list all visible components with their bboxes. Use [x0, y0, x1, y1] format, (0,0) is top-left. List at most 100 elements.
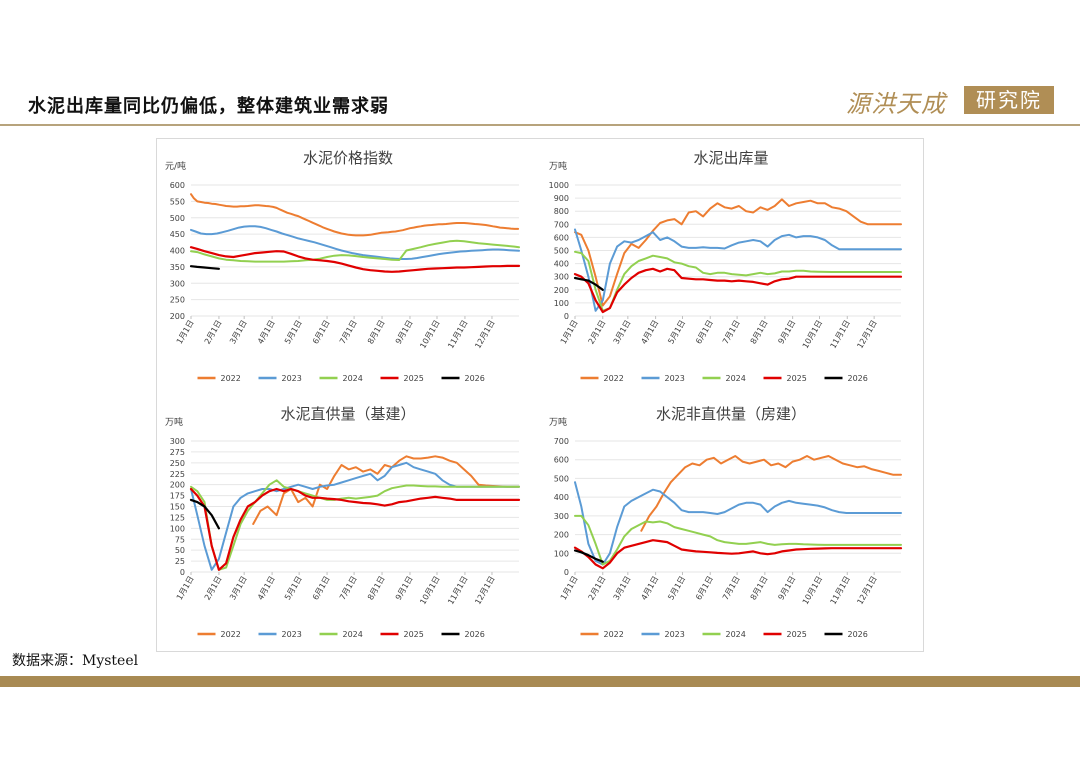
chart1-xtick-label: 12月1日: [855, 319, 878, 351]
chart1-xtick-label: 7月1日: [721, 319, 742, 346]
chart2-series-2022-line: [252, 455, 520, 525]
chart2-ytick-label: 275: [170, 448, 185, 457]
chart2-xtick-label: 5月1日: [283, 575, 304, 602]
chart3-ytick-label: 400: [554, 493, 569, 502]
chart0-ytick-label: 600: [170, 181, 185, 190]
chart3-legend-label-2026: 2026: [848, 630, 868, 639]
chart2-ytick-label: 250: [170, 459, 185, 468]
chart2-xtick-label: 2月1日: [203, 575, 224, 602]
chart2-xtick-label: 3月1日: [228, 575, 249, 602]
chart1-series-2024-line: [574, 250, 902, 312]
chart0-series-2023-line: [190, 225, 520, 260]
chart2-series-2024-line: [190, 479, 520, 571]
chart3-xtick-label: 9月1日: [776, 575, 797, 602]
chart0-ytick-label: 350: [170, 263, 185, 272]
chart2-ytick-label: 0: [180, 568, 185, 577]
chart0-series-2022-line: [190, 193, 520, 237]
chart1-ytick-label: 1000: [549, 181, 569, 190]
chart2-xtick-label: 11月1日: [446, 575, 469, 607]
chart2-ylabel: 万吨: [165, 416, 183, 428]
chart0-xtick-label: 4月1日: [256, 319, 277, 346]
chart3-xtick-label: 11月1日: [829, 575, 852, 607]
chart3-ylabel: 万吨: [549, 416, 567, 428]
chart2-xtick-label: 10月1日: [418, 575, 441, 607]
chart2-ytick-label: 150: [170, 503, 185, 512]
chart2-ytick-label: 25: [175, 557, 185, 566]
chart2-xtick-label: 6月1日: [311, 575, 332, 602]
chart1-xtick-label: 4月1日: [639, 319, 660, 346]
chart0-xtick-label: 7月1日: [338, 319, 359, 346]
chart3-xtick-label: 5月1日: [666, 575, 687, 602]
chart1-legend-label-2023: 2023: [665, 374, 685, 383]
chart1-ytick-label: 400: [554, 260, 569, 269]
chart1-ytick-label: 700: [554, 220, 569, 229]
chart1-xtick-label: 6月1日: [694, 319, 715, 346]
chart0-ytick-label: 300: [170, 279, 185, 288]
chart0-ytick-label: 500: [170, 214, 185, 223]
chart0-series-2024-line: [190, 239, 520, 263]
chart0-legend-label-2022: 2022: [221, 374, 241, 383]
chart1-legend-label-2024: 2024: [726, 374, 746, 383]
chart2-ytick-label: 50: [175, 546, 185, 555]
chart3-series-2025-line: [573, 539, 903, 570]
chart3-ytick-label: 100: [554, 549, 569, 558]
logo-text-part2: 研究院: [964, 86, 1054, 114]
chart2-series-2025-line: [189, 487, 521, 571]
chart0-ytick-label: 400: [170, 247, 185, 256]
chart1-xtick-label: 2月1日: [587, 319, 608, 346]
chart2-ytick-label: 75: [175, 535, 185, 544]
chart3-xtick-label: 6月1日: [694, 575, 715, 602]
chart1-series-2026-line: [573, 276, 604, 291]
chart3-ytick-label: 700: [554, 437, 569, 446]
chart2-xtick-label: 7月1日: [338, 575, 359, 602]
chart1-ytick-label: 0: [564, 312, 569, 321]
chart1-xtick-label: 11月1日: [829, 319, 852, 351]
chart0-legend-label-2023: 2023: [282, 374, 302, 383]
chart3-ytick-label: 500: [554, 474, 569, 483]
chart2-xtick-label: 1月1日: [175, 575, 196, 602]
chart0-ytick-label: 250: [170, 296, 185, 305]
chart0-xtick-label: 8月1日: [366, 319, 387, 346]
chart3-title: 水泥非直供量（房建）: [656, 405, 806, 423]
chart0-legend-label-2026: 2026: [465, 374, 485, 383]
chart1-ytick-label: 100: [554, 299, 569, 308]
chart0-legend-label-2025: 2025: [404, 374, 424, 383]
chart2-series-2026-line: [189, 498, 221, 530]
chart1-ytick-label: 600: [554, 233, 569, 242]
page-title: 水泥出库量同比仍偏低，整体建筑业需求弱: [28, 96, 389, 117]
chart1-xtick-label: 9月1日: [776, 319, 797, 346]
chart0-xtick-label: 3月1日: [228, 319, 249, 346]
chart1-xtick-label: 1月1日: [559, 319, 580, 346]
logo-text-part1: 源洪天成: [846, 90, 946, 118]
chart1-series-2023-line: [574, 228, 902, 312]
chart1-ytick-label: 500: [554, 247, 569, 256]
chart0-ytick-label: 450: [170, 230, 185, 239]
chart0-xtick-label: 12月1日: [473, 319, 496, 351]
chart1-xtick-label: 5月1日: [666, 319, 687, 346]
chart0-series-2025-line: [189, 246, 521, 273]
chart3-xtick-label: 10月1日: [801, 575, 824, 607]
chart2-ytick-label: 175: [170, 492, 185, 501]
chart-grid-frame: [156, 138, 924, 652]
chart1-xtick-label: 10月1日: [801, 319, 824, 351]
chart3-series-2022-line: [640, 455, 902, 532]
chart1-series-2025-line: [573, 267, 903, 314]
chart2-legend-label-2023: 2023: [282, 630, 302, 639]
chart3-ytick-label: 600: [554, 456, 569, 465]
chart2-ytick-label: 125: [170, 513, 185, 522]
chart0-xtick-label: 1月1日: [175, 319, 196, 346]
header-divider: [0, 124, 1080, 126]
chart1-ytick-label: 900: [554, 194, 569, 203]
chart1-xtick-label: 8月1日: [749, 319, 770, 346]
chart3-series-2024-line: [574, 514, 902, 566]
chart1-ytick-label: 800: [554, 207, 569, 216]
chart2-xtick-label: 4月1日: [256, 575, 277, 602]
chart0-xtick-label: 10月1日: [418, 319, 441, 351]
chart2-series-2023-line: [190, 461, 520, 571]
chart2-ytick-label: 300: [170, 437, 185, 446]
chart1-series-2022-line: [574, 198, 902, 307]
chart3-ytick-label: 0: [564, 568, 569, 577]
